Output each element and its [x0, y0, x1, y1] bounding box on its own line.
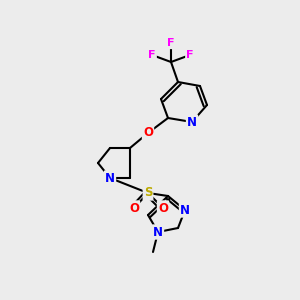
Text: S: S: [144, 187, 152, 200]
Text: O: O: [143, 127, 153, 140]
Text: N: N: [105, 172, 115, 184]
Text: N: N: [180, 203, 190, 217]
Text: O: O: [129, 202, 139, 214]
Text: N: N: [153, 226, 163, 238]
Text: N: N: [187, 116, 197, 128]
Text: F: F: [148, 50, 156, 60]
Text: F: F: [167, 38, 175, 48]
Text: F: F: [186, 50, 194, 60]
Text: O: O: [158, 202, 168, 214]
